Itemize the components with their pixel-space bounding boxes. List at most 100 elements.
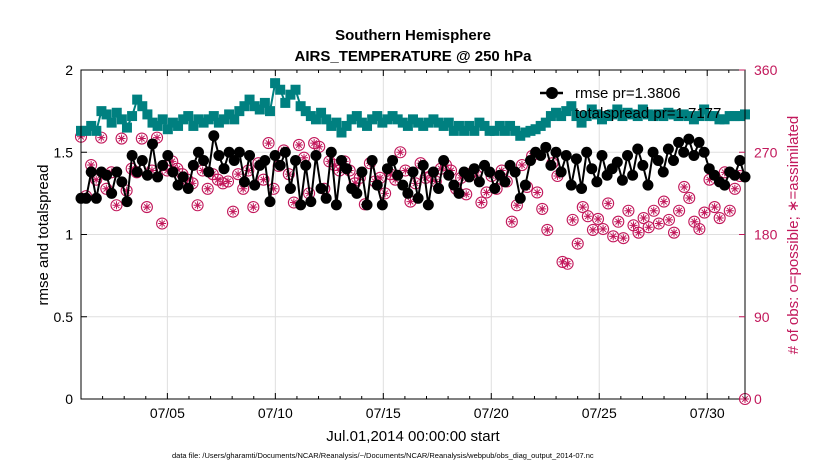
totalspread-point xyxy=(300,106,311,117)
totalspread-point xyxy=(576,117,587,128)
assimilated-obs-point xyxy=(558,257,567,266)
assimilated-obs-point xyxy=(634,228,643,237)
assimilated-obs-point xyxy=(680,182,689,191)
rmse-point xyxy=(269,150,281,162)
rmse-point xyxy=(719,179,731,191)
y-tick-label: 0 xyxy=(65,391,73,407)
assimilated-obs-point xyxy=(396,148,405,157)
assimilated-obs-point xyxy=(289,198,298,207)
rmse-point xyxy=(136,154,148,166)
assimilated-obs-point xyxy=(675,206,684,215)
totalspread-point xyxy=(535,120,546,131)
possible-obs-point xyxy=(602,197,615,210)
series-rmse xyxy=(75,130,751,211)
assimilated-obs-point xyxy=(715,214,724,223)
rmse-point xyxy=(305,196,317,208)
totalspread-point xyxy=(142,109,153,120)
totalspread-point xyxy=(101,109,112,120)
assimilated-obs-point xyxy=(477,198,486,207)
possible-obs-point xyxy=(597,222,610,236)
possible-obs-point xyxy=(262,137,275,150)
totalspread-point xyxy=(632,111,643,122)
assimilated-obs-point xyxy=(193,201,202,210)
totalspread-point xyxy=(586,104,597,115)
possible-obs-point xyxy=(586,223,599,236)
rmse-point xyxy=(116,176,128,188)
rmse-point xyxy=(315,182,327,194)
possible-obs-point xyxy=(612,215,625,228)
assimilated-obs-point xyxy=(690,217,699,226)
x-tick-label: 07/10 xyxy=(258,405,293,421)
totalspread-point xyxy=(162,124,173,135)
totalspread-point xyxy=(224,109,235,120)
assimilated-obs-point xyxy=(350,179,359,188)
totalspread-point xyxy=(602,111,613,122)
possible-obs-point xyxy=(713,212,726,225)
rmse-point xyxy=(290,154,302,166)
rmse-point xyxy=(698,146,710,158)
assimilated-obs-point xyxy=(649,206,658,215)
rmse-point xyxy=(555,166,567,178)
totalspread-point xyxy=(433,117,444,128)
rmse-point xyxy=(361,199,373,211)
rmse-point xyxy=(509,166,521,178)
assimilated-obs-point xyxy=(730,184,739,193)
totalspread-point xyxy=(270,78,281,89)
totalspread-point xyxy=(121,122,132,133)
possible-obs-point xyxy=(191,199,204,212)
rmse-point xyxy=(657,166,669,178)
assimilated-obs-point xyxy=(517,161,526,170)
assimilated-obs-point xyxy=(568,215,577,224)
assimilated-obs-point xyxy=(563,259,572,268)
totalspread-point xyxy=(132,94,143,105)
x-tick-label: 07/20 xyxy=(474,405,509,421)
possible-obs-point xyxy=(576,201,589,214)
totalspread-point xyxy=(459,125,470,136)
y-right-tick-label: 90 xyxy=(754,309,770,325)
rmse-point xyxy=(545,159,557,171)
rmse-point xyxy=(667,154,679,166)
rmse-point xyxy=(279,146,291,158)
rmse-point xyxy=(678,146,690,158)
rmse-point xyxy=(540,141,552,153)
assimilated-obs-point xyxy=(218,179,227,188)
assimilated-obs-point xyxy=(188,179,197,188)
totalspread-point xyxy=(316,107,327,118)
rmse-point xyxy=(581,146,593,158)
totalspread-point xyxy=(249,101,260,112)
rmse-point xyxy=(616,174,628,186)
totalspread-point xyxy=(96,106,107,117)
assimilated-obs-point xyxy=(664,215,673,224)
totalspread-point xyxy=(387,111,398,122)
assimilated-obs-point xyxy=(259,175,268,184)
assimilated-obs-point xyxy=(695,225,704,234)
totalspread-point xyxy=(484,125,495,136)
rmse-point xyxy=(325,146,337,158)
totalspread-point xyxy=(183,111,194,122)
totalspread-point xyxy=(709,111,720,122)
totalspread-point xyxy=(683,111,694,122)
assimilated-obs-point xyxy=(573,239,582,248)
assimilated-obs-point xyxy=(294,140,303,149)
rmse-point xyxy=(535,150,547,162)
assimilated-obs-point xyxy=(644,223,653,232)
assimilated-obs-point xyxy=(213,175,222,184)
assimilated-obs-point xyxy=(406,197,415,206)
possible-obs-point xyxy=(622,204,635,217)
possible-obs-point xyxy=(566,213,579,226)
assimilated-obs-point xyxy=(599,225,608,234)
rmse-point xyxy=(596,150,608,162)
rmse-point xyxy=(141,169,153,181)
possible-obs-point xyxy=(647,204,660,217)
totalspread-point xyxy=(305,111,316,122)
rmse-point xyxy=(392,169,404,181)
assimilated-obs-point xyxy=(112,201,121,210)
totalspread-point xyxy=(714,114,725,125)
totalspread-point xyxy=(254,104,265,115)
possible-obs-point xyxy=(698,206,711,219)
totalspread-point xyxy=(642,109,653,120)
totalspread-point xyxy=(566,101,577,112)
y-tick-label: 2 xyxy=(65,62,73,78)
totalspread-point xyxy=(290,84,301,95)
assimilated-obs-point xyxy=(163,166,172,175)
